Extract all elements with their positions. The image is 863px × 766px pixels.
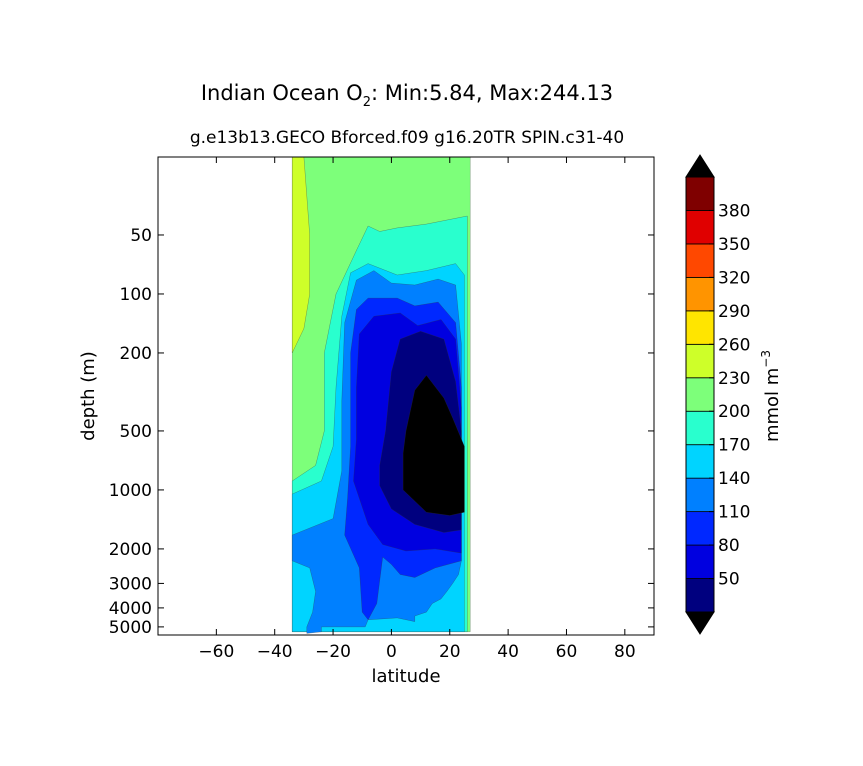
colorbar-tick-label-3: 140 [718, 469, 750, 489]
colorbar-segment-3 [685, 477, 715, 513]
chart-subtitle: g.e13b13.GECO Bforced.f09 g16.20TR SPIN.… [190, 128, 624, 148]
chart-title-prefix: Indian Ocean O [201, 81, 363, 105]
colorbar: 50 80 110 140 170 200 230 260 290 320 350 380 [685, 154, 750, 635]
colorbar-segment-2 [685, 511, 715, 546]
x-axis-label: latitude [371, 666, 440, 687]
colorbar-tick-label-9: 320 [718, 268, 750, 288]
contour-field-1 [292, 157, 310, 354]
colorbar-segment-10 [685, 243, 715, 278]
colorbar-extend-high [685, 154, 715, 178]
x-tick-label-4: 20 [439, 642, 461, 662]
x-tick-label-1: −40 [257, 642, 293, 662]
colorbar-segment-4 [685, 444, 715, 479]
colorbar-segment-8 [685, 310, 715, 345]
colorbar-tick-label-8: 290 [718, 302, 750, 322]
colorbar-tick-label-5: 200 [718, 402, 750, 422]
x-tick-label-6: 60 [556, 642, 578, 662]
x-tick-label-0: −60 [198, 642, 234, 662]
colorbar-label-unit: mmol m [762, 368, 783, 442]
colorbar-segment-0 [685, 578, 715, 613]
y-tick-label-0: 50 [130, 226, 152, 246]
x-tick-label-2: −20 [315, 642, 351, 662]
colorbar-segment-7 [685, 343, 715, 379]
colorbar-tick-label-2: 110 [718, 503, 750, 523]
colorbar-segment-6 [685, 377, 715, 412]
y-tick-label-8: 5000 [109, 618, 152, 638]
y-tick-label-5: 2000 [109, 540, 152, 560]
y-axis-label: depth (m) [78, 351, 99, 441]
x-tick-label-3: 0 [386, 642, 397, 662]
chart-title-subscript: 2 [363, 95, 371, 110]
colorbar-segment-5 [685, 410, 715, 446]
colorbar-tick-label-11: 380 [718, 201, 750, 221]
x-tick-label-5: 40 [497, 642, 519, 662]
colorbar-segment-11 [685, 210, 715, 245]
y-tick-label-4: 1000 [109, 481, 152, 501]
colorbar-tick-label-1: 80 [718, 536, 740, 556]
contour-fields [292, 157, 471, 634]
y-tick-label-6: 3000 [109, 574, 152, 594]
contour-field-8 [402, 374, 465, 516]
y-tick-label-7: 4000 [109, 599, 152, 619]
chart-title-rest: : Min:5.84, Max:244.13 [371, 81, 613, 105]
colorbar-tick-label-6: 230 [718, 369, 750, 389]
x-tick-label-7: 80 [614, 642, 636, 662]
plot-frame [157, 156, 655, 636]
x-axis: −60 −40 −20 0 20 40 60 80 [198, 157, 636, 662]
chart-title: Indian Ocean O2: Min:5.84, Max:244.13 [201, 81, 613, 110]
colorbar-tick-label-7: 260 [718, 335, 750, 355]
colorbar-segment-9 [685, 276, 715, 312]
y-tick-label-3: 500 [120, 422, 152, 442]
colorbar-tick-label-0: 50 [718, 570, 740, 590]
colorbar-label-exponent: −3 [759, 350, 773, 368]
y-tick-label-1: 100 [120, 285, 152, 305]
colorbar-segment-1 [685, 544, 715, 579]
colorbar-tick-label-4: 170 [718, 436, 750, 456]
colorbar-segment-12 [685, 176, 715, 211]
colorbar-extend-low [685, 611, 715, 635]
colorbar-label: mmol m−3 [759, 350, 783, 442]
colorbar-tick-label-10: 350 [718, 235, 750, 255]
colorbar-frame [685, 176, 715, 613]
y-tick-label-2: 200 [120, 344, 152, 364]
